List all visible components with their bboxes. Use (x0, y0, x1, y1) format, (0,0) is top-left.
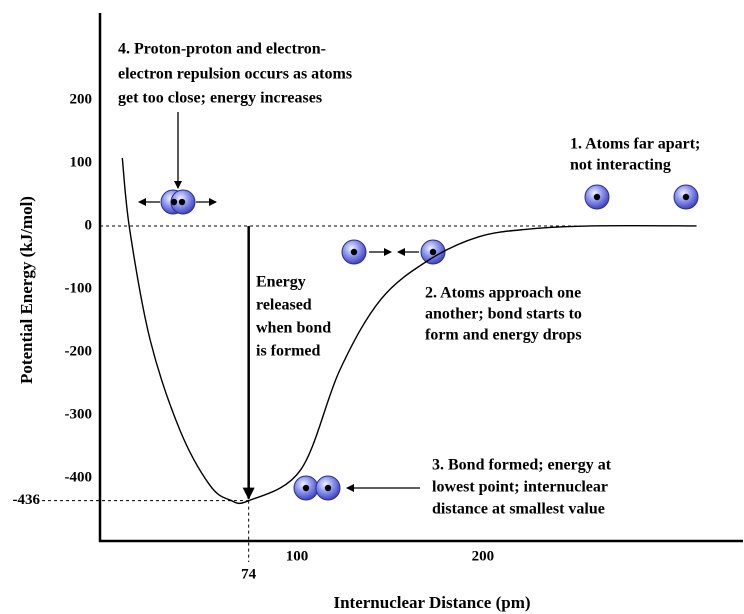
annotation-energy: Energy released when bond is formed (256, 274, 331, 360)
annotation-line: get too close; energy increases (118, 90, 322, 107)
annotation-4: 4. Proton-proton and electron- electron … (118, 41, 352, 107)
annotation-line: Energy (256, 274, 306, 291)
y-tick-label: -100 (65, 280, 93, 296)
x-tick-label: 74 (241, 566, 257, 582)
x-axis-title: Internuclear Distance (pm) (333, 593, 530, 612)
y-tick-label: -400 (65, 469, 93, 485)
potential-curve (122, 158, 696, 503)
atoms-repelling (139, 112, 216, 214)
annotation-line: another; bond starts to (425, 306, 582, 323)
annotation-1: 1. Atoms far apart; not interacting (570, 136, 700, 174)
x-tick-label: 100 (286, 548, 309, 564)
annotation-line: 2. Atoms approach one (425, 285, 581, 302)
annotation-line: distance at smallest value (432, 501, 605, 518)
annotation-3: 3. Bond formed; energy at lowest point; … (432, 457, 612, 518)
annotation-2: 2. Atoms approach one another; bond star… (425, 285, 582, 344)
y-axis-title: Potential Energy (kJ/mol) (17, 196, 36, 384)
annotation-line: is formed (256, 343, 321, 360)
annotation-line: released (256, 297, 312, 314)
y-tick-label: -436 (13, 492, 41, 508)
y-tick-label: 200 (70, 91, 93, 107)
annotation-line: 4. Proton-proton and electron- (118, 41, 326, 58)
atoms-bonded (294, 476, 420, 500)
y-tick-label: -200 (65, 343, 93, 359)
annotation-line: 3. Bond formed; energy at (432, 457, 612, 474)
y-tick-label: -300 (65, 406, 93, 422)
x-tick-label: 200 (472, 548, 495, 564)
annotation-line: lowest point; internuclear (432, 479, 608, 496)
annotation-line: form and energy drops (425, 327, 582, 344)
annotation-line: 1. Atoms far apart; (570, 136, 700, 153)
y-tick-label: 100 (70, 154, 93, 170)
annotation-line: when bond (256, 320, 331, 337)
annotation-line: electron repulsion occurs as atoms (118, 66, 352, 83)
annotation-line: not interacting (570, 157, 671, 174)
y-tick-label: 0 (85, 217, 93, 233)
atoms-far-apart (585, 185, 698, 209)
chart: Potential Energy (kJ/mol) Internuclear D… (0, 0, 744, 614)
